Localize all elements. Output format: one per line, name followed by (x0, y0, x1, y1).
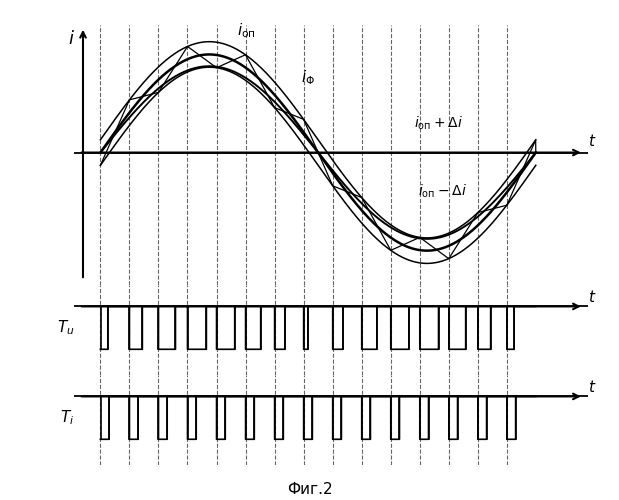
Text: $T_i$: $T_i$ (60, 408, 74, 427)
Text: $i_{\mathrm{оп}}$: $i_{\mathrm{оп}}$ (237, 21, 256, 40)
Text: $i_{\Phi}$: $i_{\Phi}$ (301, 68, 314, 87)
Text: $T_u$: $T_u$ (57, 318, 74, 337)
Text: Фиг.2: Фиг.2 (287, 482, 332, 498)
Text: $t$: $t$ (588, 378, 597, 394)
Text: $i_{\mathrm{оп}}+\Delta i$: $i_{\mathrm{оп}}+\Delta i$ (414, 114, 463, 132)
Text: $i$: $i$ (68, 30, 75, 48)
Text: $t$: $t$ (588, 288, 597, 304)
Text: $i_{\mathrm{оп}}-\Delta i$: $i_{\mathrm{оп}}-\Delta i$ (418, 183, 467, 200)
Text: $t$: $t$ (588, 132, 597, 148)
